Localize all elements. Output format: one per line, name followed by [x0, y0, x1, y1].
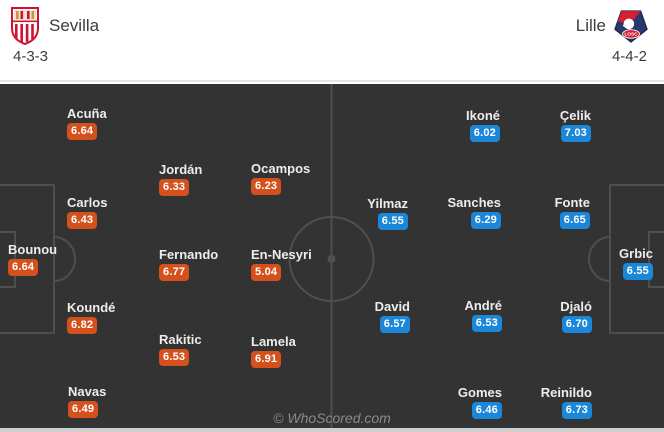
pitch-markings — [0, 84, 664, 428]
player-rating-badge: 6.64 — [8, 259, 39, 276]
player-away[interactable]: Djaló 6.70 — [560, 300, 592, 333]
player-rating-badge: 6.46 — [471, 402, 502, 419]
player-away[interactable]: David 6.57 — [375, 300, 410, 333]
player-away[interactable]: Ikoné 6.02 — [466, 109, 500, 142]
player-rating-badge: 6.77 — [159, 264, 190, 281]
player-home[interactable]: Rakitic 6.53 — [159, 333, 202, 366]
player-rating-badge: 6.53 — [159, 349, 190, 366]
player-rating-badge: 6.64 — [67, 123, 98, 140]
player-rating-badge: 6.57 — [379, 316, 410, 333]
player-name: Gomes — [457, 385, 502, 400]
player-name: Ikoné — [466, 108, 500, 123]
player-name: Acuña — [67, 106, 107, 121]
player-away[interactable]: Yilmaz 6.55 — [367, 197, 408, 230]
player-rating-badge: 6.49 — [68, 401, 99, 418]
player-home[interactable]: Bounou 6.64 — [8, 243, 57, 276]
player-rating-badge: 6.33 — [159, 179, 190, 196]
player-rating-badge: 7.03 — [560, 125, 591, 142]
player-rating-badge: 6.29 — [470, 212, 501, 229]
player-name: Grbic — [619, 246, 653, 261]
player-name: Jordán — [159, 162, 203, 177]
bottom-strip — [0, 428, 664, 432]
player-name: David — [374, 299, 410, 314]
player-name: Yilmaz — [367, 196, 408, 211]
player-rating-badge: 6.91 — [251, 351, 282, 368]
player-name: André — [464, 298, 502, 313]
player-home[interactable]: Navas 6.49 — [68, 385, 106, 418]
player-name: Djaló — [560, 299, 592, 314]
player-away[interactable]: Gomes 6.46 — [458, 386, 502, 419]
player-rating-badge: 6.43 — [67, 212, 98, 229]
player-name: Fonte — [554, 195, 590, 210]
player-away[interactable]: Fonte 6.65 — [555, 196, 590, 229]
match-header: Sevilla 4-3-3 Lille LOSC 4-4-2 — [0, 0, 664, 82]
player-rating-badge: 6.55 — [622, 263, 653, 280]
player-away[interactable]: Reinildo 6.73 — [541, 386, 592, 419]
away-team-name[interactable]: Lille — [575, 16, 606, 35]
sevilla-crest-icon — [11, 7, 39, 45]
svg-text:LOSC: LOSC — [624, 32, 638, 38]
player-rating-badge: 6.73 — [561, 402, 592, 419]
player-name: Reinildo — [540, 385, 592, 400]
away-team-block: Lille LOSC 4-4-2 — [576, 6, 649, 80]
player-rating-badge: 5.04 — [251, 264, 282, 281]
home-team-block: Sevilla 4-3-3 — [10, 6, 99, 80]
player-name: Lamela — [251, 334, 296, 349]
home-team-name[interactable]: Sevilla — [49, 16, 100, 35]
player-home[interactable]: Carlos 6.43 — [67, 196, 107, 229]
player-name: Carlos — [67, 195, 108, 210]
player-rating-badge: 6.55 — [377, 213, 408, 230]
whoscored-watermark: © WhoScored.com — [273, 410, 391, 426]
player-rating-badge: 6.23 — [251, 178, 282, 195]
player-home[interactable]: Ocampos 6.23 — [251, 162, 310, 195]
player-rating-badge: 6.70 — [561, 316, 592, 333]
player-rating-badge: 6.65 — [559, 212, 590, 229]
player-home[interactable]: Fernando 6.77 — [159, 248, 218, 281]
player-home[interactable]: Lamela 6.91 — [251, 335, 296, 368]
player-name: En-Nesyri — [251, 247, 312, 262]
player-name: Bounou — [8, 242, 58, 257]
player-home[interactable]: En-Nesyri 5.04 — [251, 248, 312, 281]
player-rating-badge: 6.53 — [471, 315, 502, 332]
player-away[interactable]: Çelik 7.03 — [560, 109, 591, 142]
lille-crest-icon: LOSC — [614, 10, 648, 43]
player-name: Çelik — [559, 108, 591, 123]
player-name: Sanches — [447, 195, 501, 210]
player-away[interactable]: Sanches 6.29 — [448, 196, 501, 229]
player-away[interactable]: Grbic 6.55 — [619, 247, 653, 280]
player-name: Rakitic — [159, 332, 202, 347]
home-formation: 4-3-3 — [13, 48, 49, 65]
player-rating-badge: 6.82 — [67, 317, 98, 334]
player-name: Fernando — [159, 247, 219, 262]
center-spot — [327, 255, 336, 263]
player-away[interactable]: André 6.53 — [464, 299, 502, 332]
pitch: Bounou 6.64 Acuña 6.64 Carlos 6.43 Koundé 6.82 N… — [0, 84, 664, 428]
player-rating-badge: 6.02 — [469, 125, 500, 142]
player-name: Navas — [68, 384, 107, 399]
player-name: Ocampos — [251, 161, 311, 176]
away-formation: 4-4-2 — [611, 48, 647, 65]
player-home[interactable]: Jordán 6.33 — [159, 163, 202, 196]
player-home[interactable]: Acuña 6.64 — [67, 107, 107, 140]
player-home[interactable]: Koundé 6.82 — [67, 301, 115, 334]
player-name: Koundé — [67, 300, 116, 315]
